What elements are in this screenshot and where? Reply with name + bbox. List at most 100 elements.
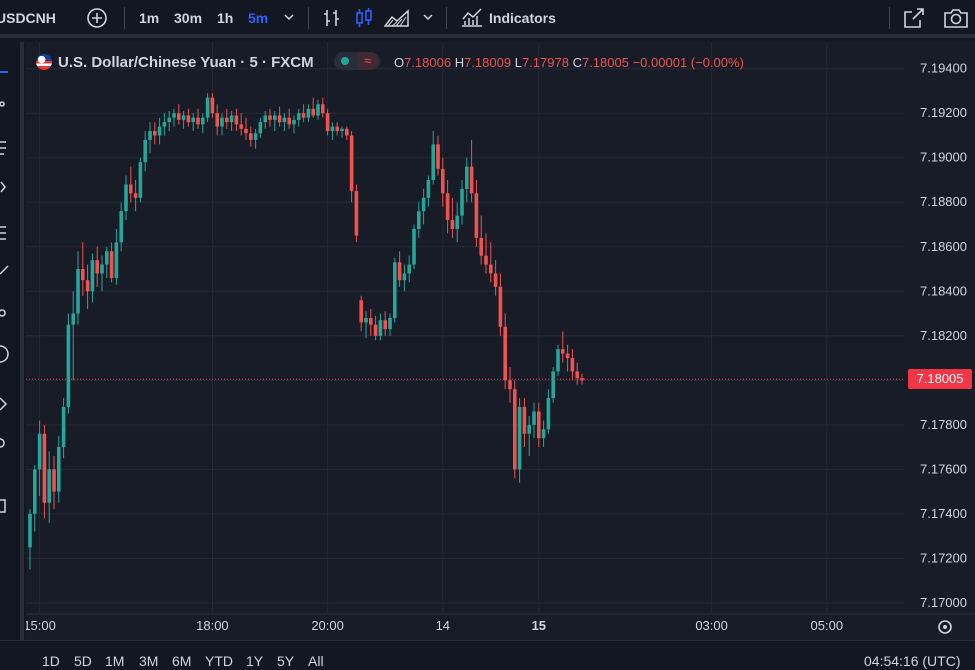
- candle-body: [561, 349, 565, 354]
- candle-body: [513, 389, 517, 470]
- candle-body: [316, 104, 320, 116]
- range-1m[interactable]: 1M: [105, 653, 125, 669]
- range-ytd[interactable]: YTD: [205, 653, 233, 669]
- candle-body: [479, 237, 483, 256]
- chevron-down-icon: [284, 14, 294, 21]
- drawing-toolbar: [0, 42, 24, 640]
- indicators-icon: [462, 8, 482, 27]
- candles-style-button[interactable]: [354, 0, 374, 36]
- range-6m[interactable]: 6M: [172, 653, 192, 669]
- candle-body: [157, 126, 162, 136]
- candle-body: [503, 326, 507, 381]
- candle-body: [489, 264, 493, 274]
- candle-body: [517, 407, 522, 470]
- price-axis-label: 7.18400: [920, 283, 967, 298]
- add-circle-icon: [87, 8, 107, 28]
- candle-body: [397, 262, 402, 281]
- candlestick-chart[interactable]: 7.19400 7.19200 7.19000 7.18800 7.18600 7.184…: [26, 42, 975, 640]
- close-value: 7.18005: [581, 55, 629, 70]
- candle-body: [249, 133, 253, 140]
- indicators-button[interactable]: Indicators: [461, 0, 556, 36]
- candle-body: [76, 269, 80, 314]
- candle-body: [469, 166, 474, 194]
- candle-body: [201, 117, 205, 125]
- candle-body: [177, 113, 181, 120]
- candle-body: [373, 324, 378, 336]
- bar-style-button[interactable]: [322, 0, 342, 36]
- candle-body: [138, 162, 143, 198]
- candle-body: [234, 115, 239, 125]
- settings-gear-icon: [943, 625, 947, 629]
- candle-body: [172, 113, 176, 118]
- range-all[interactable]: All: [308, 653, 324, 669]
- symbol-search[interactable]: USDCNH: [0, 10, 56, 26]
- compare-symbol-button[interactable]: [86, 0, 108, 36]
- price-axis-label: 7.17800: [920, 417, 967, 432]
- candle-body: [421, 197, 426, 212]
- snapshot-button[interactable]: [943, 0, 969, 36]
- range-5d[interactable]: 5D: [74, 653, 92, 669]
- candle-body: [263, 115, 267, 123]
- toolbar-divider: [446, 7, 447, 29]
- symbol-title[interactable]: U.S. Dollar/Chinese Yuan · 5 · FXCM: [58, 54, 314, 71]
- candle-body: [153, 131, 157, 136]
- candle-body: [81, 269, 85, 281]
- candle-body: [167, 117, 171, 123]
- range-3m[interactable]: 3M: [139, 653, 159, 669]
- range-5y[interactable]: 5Y: [277, 653, 295, 669]
- candle-body: [301, 113, 306, 118]
- chart-style-dropdown[interactable]: [422, 0, 434, 36]
- bars-icon: [324, 10, 339, 26]
- price-axis-label: 7.17000: [920, 595, 967, 610]
- candle-body: [321, 104, 325, 114]
- candle-body: [426, 179, 431, 198]
- candle-body: [493, 273, 498, 287]
- candle-body: [282, 117, 287, 123]
- interval-1m[interactable]: 1m: [139, 10, 160, 26]
- market-status-pill[interactable]: ≈: [333, 52, 380, 70]
- candle-body: [383, 320, 387, 330]
- interval-30m[interactable]: 30m: [174, 10, 203, 26]
- candle-body: [52, 469, 56, 492]
- candle-body: [325, 113, 330, 132]
- candle-body: [522, 407, 527, 434]
- low-value: 7.17978: [521, 55, 569, 70]
- price-axis-label: 7.17200: [920, 550, 967, 565]
- interval-dropdown[interactable]: [283, 0, 295, 36]
- area-style-button[interactable]: [383, 0, 410, 36]
- candle-body: [220, 117, 224, 127]
- time-axis-label: 20:00: [311, 618, 344, 633]
- interval-1h[interactable]: 1h: [217, 10, 234, 26]
- candle-body: [378, 320, 383, 336]
- candle-body: [570, 358, 575, 372]
- high-value: 7.18009: [464, 55, 512, 70]
- candle-body: [273, 115, 277, 120]
- toolbar-divider: [889, 7, 890, 29]
- price-axis-label: 7.18200: [920, 328, 967, 343]
- candle-body: [412, 228, 416, 265]
- range-1d[interactable]: 1D: [42, 653, 60, 669]
- candle-body: [445, 193, 450, 221]
- candle-body: [162, 122, 167, 127]
- indicators-label: Indicators: [489, 10, 556, 26]
- open-in-new-window-button[interactable]: [903, 0, 925, 36]
- drawing-tools-icons[interactable]: [0, 42, 20, 640]
- price-chart[interactable]: 7.19400 7.19200 7.19000 7.18800 7.18600 7.184…: [26, 42, 975, 640]
- candle-body: [340, 128, 344, 132]
- candle-body: [541, 429, 546, 439]
- candle-body: [210, 97, 215, 114]
- range-1y[interactable]: 1Y: [246, 653, 264, 669]
- us-flag-icon: [36, 54, 52, 70]
- candle-body: [239, 124, 243, 129]
- candle-body: [369, 317, 373, 325]
- toolbar-divider: [124, 7, 125, 29]
- clock[interactable]: 04:54:16 (UTC): [864, 653, 961, 669]
- interval-5m[interactable]: 5m: [248, 10, 269, 26]
- bottom-toolbar: 1D 5D 1M 3M 6M YTD 1Y 5Y All 04:54:16 (U…: [0, 640, 975, 670]
- candle-body: [460, 188, 464, 216]
- candle-body: [129, 184, 133, 194]
- candle-body: [253, 133, 258, 140]
- time-axis-label: 15:00: [26, 618, 56, 633]
- candle-body: [465, 166, 469, 189]
- candle-body: [532, 411, 536, 425]
